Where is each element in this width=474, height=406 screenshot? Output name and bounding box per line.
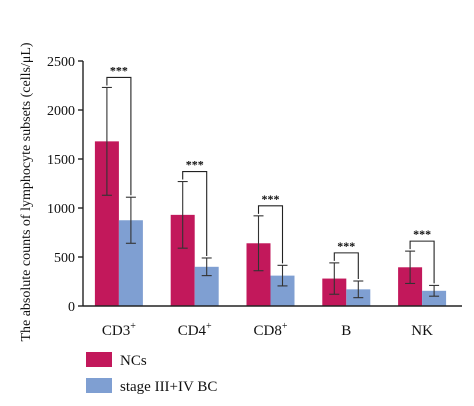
significance-bracket — [257, 205, 284, 264]
x-category-name: NK — [411, 323, 433, 339]
y-tick-label: 2500 — [47, 55, 75, 70]
bar-bc-nk — [422, 290, 447, 306]
x-category-name: CD4 — [178, 323, 207, 339]
significance-bracket — [182, 170, 208, 256]
x-category-superscript: + — [282, 321, 288, 332]
x-category-name: CD3 — [102, 323, 130, 339]
significance-label: *** — [413, 227, 431, 241]
y-tick-label: 1000 — [47, 202, 75, 217]
x-category-label: CD8+ — [254, 321, 288, 339]
error-bars — [101, 86, 440, 299]
significance-brackets: *** *** *** *** *** — [106, 63, 435, 284]
significance-label: *** — [110, 63, 128, 77]
x-category-name: CD8 — [254, 323, 282, 339]
y-tick-label: 0 — [68, 300, 75, 315]
legend-label: stage III+IV BC — [120, 379, 217, 395]
x-category-label: NK — [411, 323, 433, 339]
significance-bracket — [106, 76, 132, 196]
significance-label: *** — [186, 158, 204, 172]
y-tick-label: 2000 — [47, 104, 75, 119]
bars — [94, 141, 447, 306]
significance-bracket — [409, 240, 435, 284]
x-category-label: CD4+ — [178, 321, 212, 339]
significance-label: *** — [337, 239, 355, 253]
y-tick-label: 500 — [54, 251, 75, 266]
significance-bracket — [333, 252, 359, 280]
y-axis-ticks: 0 500 1000 1500 2000 2500 — [47, 55, 83, 315]
y-axis-label: The absolute counts of lymphocyte subset… — [19, 42, 34, 341]
x-category-superscript: + — [130, 321, 136, 332]
x-category-superscript: + — [206, 321, 212, 332]
legend: NCs stage III+IV BC — [86, 352, 217, 395]
y-tick-label: 1500 — [47, 153, 75, 168]
x-category-name: B — [341, 323, 351, 339]
legend-swatch — [86, 352, 112, 367]
x-category-label: B — [341, 323, 351, 339]
legend-swatch — [86, 378, 112, 393]
significance-label: *** — [262, 192, 280, 206]
legend-label: NCs — [120, 353, 147, 369]
x-axis-labels: CD3+ CD4+ CD8+ B NK — [102, 321, 433, 339]
x-category-label: CD3+ — [102, 321, 136, 339]
bar-bc-cd3 — [118, 220, 143, 306]
